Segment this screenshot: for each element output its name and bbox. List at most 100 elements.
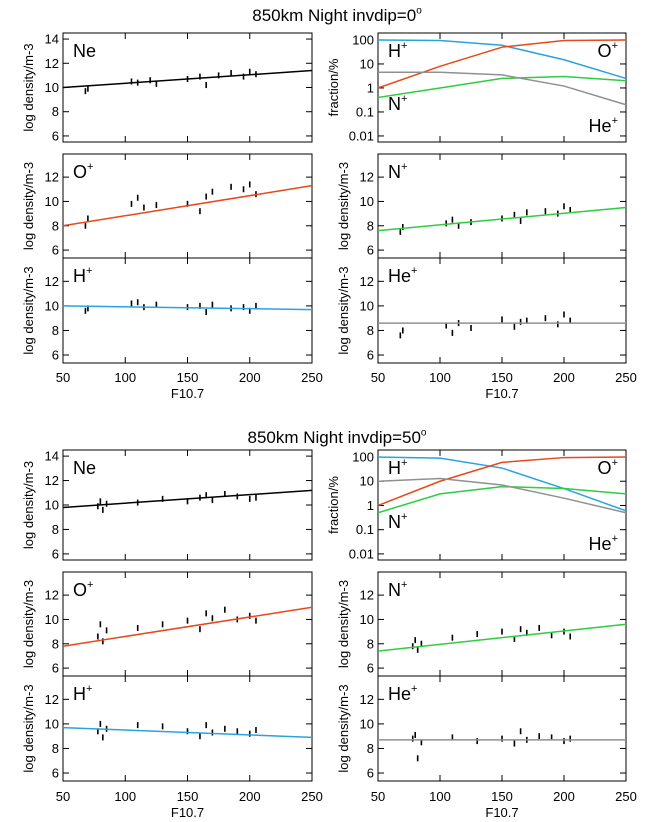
data-point <box>248 730 251 737</box>
y-tick-label: 6 <box>52 128 59 143</box>
panel-label: H+ <box>73 683 92 704</box>
y-tick-label: 6 <box>52 243 59 258</box>
x-tick-label: 150 <box>177 370 199 385</box>
data-point <box>102 734 104 741</box>
data-point <box>186 200 189 207</box>
species-label: He+ <box>589 533 618 554</box>
data-point <box>255 727 257 734</box>
x-axis-label: F10.7 <box>171 386 204 401</box>
data-point <box>445 220 447 227</box>
data-point <box>457 222 460 229</box>
data-point <box>99 621 102 628</box>
data-point <box>130 78 133 85</box>
x-tick-label: 100 <box>429 370 451 385</box>
data-point <box>501 628 503 635</box>
panel-label-main: Ne <box>73 41 96 61</box>
data-point <box>414 731 416 738</box>
data-point <box>538 733 540 740</box>
plot-frame <box>377 153 627 259</box>
data-point <box>242 73 245 80</box>
data-point <box>519 626 522 633</box>
x-tick-label: 150 <box>491 370 513 385</box>
data-point <box>186 498 189 505</box>
y-tick-label: 8 <box>52 522 59 537</box>
data-point <box>248 307 251 314</box>
data-point <box>236 728 239 735</box>
y-tick-label: 8 <box>52 741 59 756</box>
y-tick-label: 12 <box>45 170 59 185</box>
fraction-curve <box>377 39 627 89</box>
panel-label-sup: + <box>87 579 93 591</box>
data-point <box>255 617 257 624</box>
data-point <box>130 300 133 307</box>
y-tick-label: 8 <box>52 218 59 233</box>
data-point <box>451 634 454 641</box>
y-axis-label: fraction/% <box>326 58 341 116</box>
species-label: H+ <box>388 457 407 478</box>
species-label-sup: + <box>612 457 618 469</box>
data-point <box>97 503 99 510</box>
data-point <box>161 621 164 628</box>
data-point <box>538 624 540 631</box>
data-point <box>205 610 207 617</box>
data-point <box>414 637 416 644</box>
data-point <box>130 200 133 207</box>
panel-label-sup: + <box>411 265 417 277</box>
data-point <box>470 325 472 331</box>
data-point <box>97 633 99 640</box>
y-tick-label: 10 <box>360 474 374 489</box>
data-point <box>99 498 102 505</box>
panel-label-main: He <box>388 266 411 286</box>
data-point <box>155 202 158 209</box>
fraction-curve <box>377 477 627 514</box>
x-axis-label: F10.7 <box>485 386 518 401</box>
y-tick-label: 8 <box>367 323 374 338</box>
panel-label-main: H <box>73 266 86 286</box>
data-point <box>544 315 547 322</box>
y-tick-label: 10 <box>360 56 374 71</box>
x-tick-label: 50 <box>56 789 70 804</box>
data-point <box>501 735 503 742</box>
plot-frame <box>62 257 313 364</box>
data-point <box>84 222 87 229</box>
species-label-main: He <box>589 534 612 554</box>
x-tick-label: 250 <box>301 789 323 804</box>
data-point <box>199 208 201 215</box>
species-label-sup: + <box>401 93 407 105</box>
fraction-curve <box>377 75 627 99</box>
x-tick-label: 100 <box>114 370 136 385</box>
panel-label: O+ <box>73 161 93 182</box>
species-label-main: He <box>589 116 612 136</box>
figure-title-main: 850km Night invdip=0 <box>252 6 416 25</box>
species-label: O+ <box>598 40 618 61</box>
data-point <box>161 723 164 730</box>
data-point <box>569 317 571 324</box>
data-point <box>519 728 522 735</box>
fit-line <box>62 489 313 509</box>
y-tick-label: 10 <box>360 298 374 313</box>
y-axis-label: log density/m-3 <box>336 266 351 354</box>
data-point <box>199 73 201 80</box>
plot-frame <box>62 32 313 143</box>
y-tick-label: 8 <box>367 218 374 233</box>
figure-title-sup: o <box>416 5 422 16</box>
y-axis-label: log density/m-3 <box>21 43 36 131</box>
data-point <box>399 332 402 339</box>
y-tick-label: 8 <box>367 741 374 756</box>
data-point <box>230 183 232 190</box>
fraction-curve <box>377 485 627 514</box>
x-tick-label: 100 <box>429 789 451 804</box>
data-point <box>569 206 571 213</box>
data-point <box>205 492 207 499</box>
data-point <box>211 497 214 504</box>
data-point <box>420 640 423 647</box>
data-point <box>136 194 139 201</box>
data-point <box>399 228 402 235</box>
panel-label: N+ <box>388 161 407 182</box>
x-tick-label: 150 <box>177 789 199 804</box>
data-point <box>205 309 207 316</box>
data-point <box>569 735 571 742</box>
fit-line <box>377 623 627 652</box>
y-tick-label: 6 <box>52 766 59 781</box>
data-point <box>224 491 226 497</box>
